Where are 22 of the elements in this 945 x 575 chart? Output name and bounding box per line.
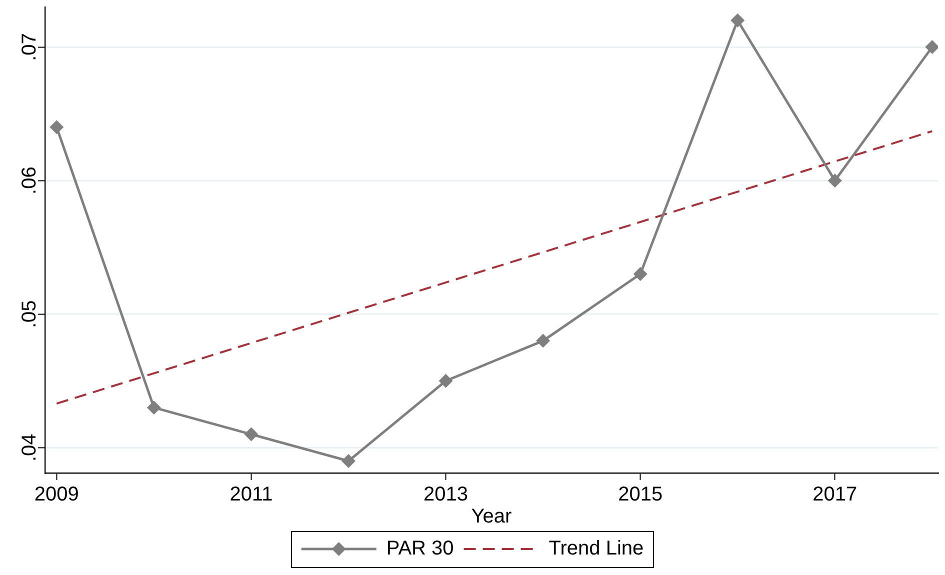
x-tick-label: 2017 xyxy=(812,484,858,506)
x-tick-label: 2015 xyxy=(618,484,663,506)
point xyxy=(730,13,745,28)
point xyxy=(925,40,938,54)
x-axis-title: Year xyxy=(471,506,512,528)
point xyxy=(828,174,842,188)
y-tick-label: .04 xyxy=(18,434,41,462)
x-tick-label: 2013 xyxy=(424,484,468,506)
x-tick-label: 2011 xyxy=(230,484,273,506)
point xyxy=(146,400,161,415)
point xyxy=(633,267,648,282)
legend-label: PAR 30 xyxy=(386,538,454,560)
point xyxy=(438,374,453,388)
y-tick-label: .06 xyxy=(18,166,41,194)
x-tick-label: 2009 xyxy=(34,484,79,506)
y-tick-label: .05 xyxy=(18,300,41,328)
point xyxy=(342,454,356,468)
point xyxy=(244,427,258,442)
legend-label: Trend Line xyxy=(548,538,644,560)
point xyxy=(536,334,550,348)
point xyxy=(50,120,64,134)
y-tick-label: .07 xyxy=(18,33,41,61)
